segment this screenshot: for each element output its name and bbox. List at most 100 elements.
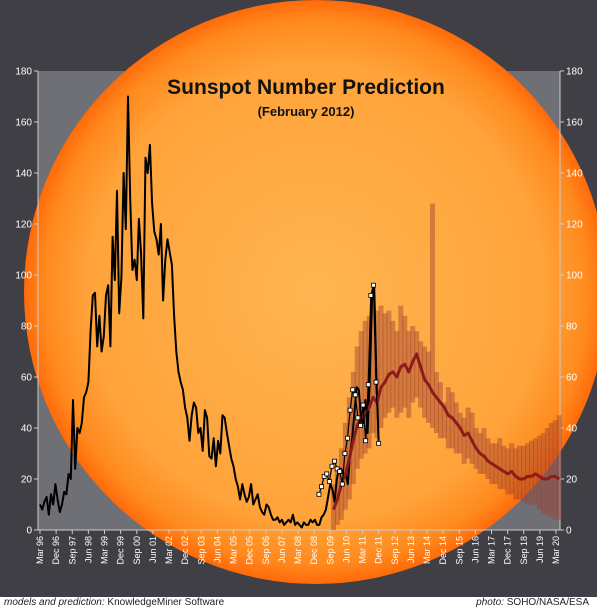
y-tick-label-left: 160 (15, 118, 32, 129)
y-tick-label-left: 60 (21, 373, 33, 384)
prediction-range-bar (525, 443, 531, 505)
credit-photo: photo: SOHO/NASA/ESA (476, 597, 589, 608)
prediction-range-bar (362, 320, 368, 454)
prediction-range-bar (342, 422, 348, 510)
prediction-range-bar (402, 315, 408, 408)
x-tick-label: Dec 05 (245, 536, 255, 565)
y-tick-label-left: 40 (21, 424, 33, 435)
model-point (332, 458, 337, 464)
chart-title: Sunspot Number Prediction (167, 76, 445, 99)
model-point (355, 415, 361, 421)
model-point (334, 466, 340, 472)
y-tick-label-right: 160 (566, 118, 583, 129)
y-tick-label-right: 80 (566, 322, 578, 333)
prediction-range-bar (390, 320, 396, 408)
credit-models-name: KnowledgeMiner Software (104, 597, 225, 608)
x-tick-label: Jun 01 (148, 536, 158, 563)
prediction-line (332, 352, 561, 511)
x-tick-label: Dec 96 (51, 536, 61, 565)
prediction-range-bar (505, 448, 511, 495)
prediction-range-bar (552, 420, 558, 520)
x-tick-label: Dec 17 (503, 536, 513, 565)
x-tick-label: Mar 99 (100, 536, 110, 564)
x-tick-label: Jun 07 (277, 536, 287, 563)
model-point (339, 481, 345, 487)
model-point (316, 491, 322, 497)
x-tick-label: Sep 09 (325, 536, 335, 565)
model-point (358, 423, 363, 428)
y-axis-right: 0 20 40 60 80 100 120 140 160 180 (559, 67, 583, 537)
x-tick-label: Sep 00 (132, 536, 142, 565)
y-tick-label-right: 60 (566, 373, 578, 384)
prediction-range-bar (529, 440, 535, 505)
prediction-range-bar (358, 331, 364, 459)
x-tick-label: Dec 99 (116, 536, 126, 565)
prediction-range-bar (509, 443, 515, 495)
prediction-range-bar (536, 435, 542, 510)
y-tick-label-right: 140 (566, 169, 583, 180)
prediction-range-bar (445, 387, 451, 449)
model-point (365, 382, 371, 388)
prediction-range-bar (406, 331, 412, 418)
prediction-range-bar (378, 305, 384, 428)
x-tick-label: Jun 10 (341, 536, 351, 563)
prediction-range-bar (457, 412, 463, 454)
x-tick-label: Mar 96 (35, 536, 45, 564)
y-tick-label-left: 80 (21, 322, 33, 333)
x-tick-label: Sep 97 (67, 536, 77, 565)
x-tick-label: Mar 05 (229, 536, 239, 564)
y-tick-label-left: 100 (15, 271, 32, 282)
prediction-range-bar (497, 438, 503, 490)
credit-photo-label: photo: (476, 597, 504, 608)
x-tick-label: Mar 17 (487, 536, 497, 564)
y-tick-label-left: 140 (15, 169, 32, 180)
prediction-range-bar (501, 445, 507, 490)
prediction-range-bar (461, 417, 467, 464)
x-tick-label: Sep 12 (390, 536, 400, 565)
y-tick-label-left: 120 (15, 220, 32, 231)
x-tick-label: Jun 04 (212, 536, 222, 563)
y-tick-label-right: 180 (566, 67, 583, 78)
prediction-range-bar (398, 305, 404, 413)
model-point (329, 463, 335, 469)
x-tick-label: Dec 14 (438, 536, 448, 565)
prediction-range-bar (449, 392, 455, 449)
y-tick-label-right: 100 (566, 271, 583, 282)
prediction-range-bar (517, 445, 523, 500)
x-tick-label: Dec 02 (180, 536, 190, 565)
model-point (373, 379, 379, 385)
model-point (337, 468, 343, 474)
x-tick-label: Jun 19 (535, 536, 545, 563)
model-point (326, 479, 332, 484)
prediction-range-bar (521, 445, 527, 502)
y-tick-label-left: 0 (26, 526, 32, 537)
observed-line (39, 95, 380, 529)
model-point (363, 438, 369, 444)
x-tick-label: Mar 02 (164, 536, 174, 564)
prediction-range-bar (485, 438, 491, 479)
prediction-range-bar (414, 331, 420, 398)
prediction-range-bar (481, 428, 487, 474)
prediction-range-bar (453, 402, 459, 454)
prediction-range-bar (422, 346, 428, 418)
prediction-range-bar (441, 402, 447, 439)
x-tick-label: Jun 13 (406, 536, 416, 563)
credit-models: models and prediction: KnowledgeMiner So… (4, 597, 224, 608)
x-tick-label: Sep 18 (519, 536, 529, 565)
prediction-range-bar (437, 382, 443, 439)
y-tick-label-right: 20 (566, 475, 578, 486)
series-group (39, 95, 561, 529)
x-tick-label: Dec 11 (374, 536, 384, 564)
model-point (360, 402, 366, 408)
y-tick-label-left: 20 (21, 475, 33, 486)
prediction-range-bar (556, 415, 562, 520)
prediction-range-bar (370, 305, 376, 434)
model-point (342, 451, 348, 456)
y-tick-label-right: 40 (566, 424, 578, 435)
x-tick-label: Dec 08 (309, 536, 319, 565)
prediction-range-bar (382, 313, 388, 418)
prediction-range-bar (346, 397, 352, 500)
y-axis-left: 0 20 40 60 80 100 120 140 160 180 (15, 67, 39, 537)
